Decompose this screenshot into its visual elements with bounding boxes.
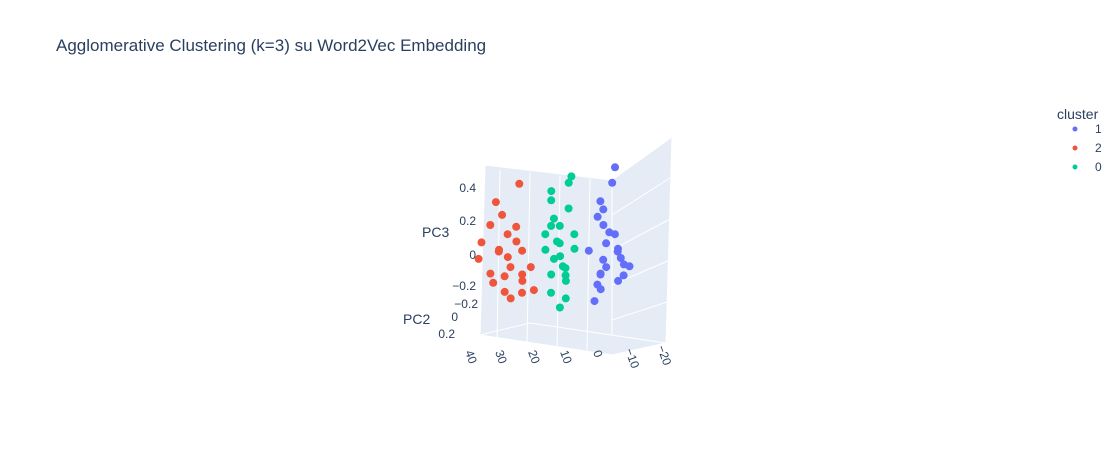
point-cluster-2[interactable] xyxy=(474,254,483,263)
point-cluster-2[interactable] xyxy=(526,263,535,272)
z-axis-title: PC3 xyxy=(422,224,449,240)
y-tick-label: −0.2 xyxy=(454,297,478,311)
point-cluster-1[interactable] xyxy=(625,262,634,271)
point-cluster-2[interactable] xyxy=(506,263,515,272)
point-cluster-2[interactable] xyxy=(518,288,526,297)
point-cluster-0[interactable] xyxy=(547,196,556,205)
point-cluster-0[interactable] xyxy=(570,244,579,253)
point-cluster-1[interactable] xyxy=(608,178,617,187)
x-tick-label: 40 xyxy=(462,348,480,366)
data-points[interactable] xyxy=(474,163,634,312)
x-tick-label: −10 xyxy=(622,346,642,370)
legend-marker xyxy=(1072,145,1078,151)
point-cluster-0[interactable] xyxy=(555,303,564,312)
point-cluster-0[interactable] xyxy=(541,230,550,239)
point-cluster-0[interactable] xyxy=(561,264,570,273)
legend-item-0[interactable]: 0 xyxy=(1095,160,1102,174)
floor-plane xyxy=(479,322,667,356)
x-tick-label: 10 xyxy=(557,348,575,366)
point-cluster-2[interactable] xyxy=(486,269,495,278)
scene-3d[interactable]: 0.40.20−0.2 −0.200.2 40 30 20 10 0 −10 −20 PC3… xyxy=(403,136,674,370)
y-axis-ticks: −0.20 0.2 xyxy=(438,297,478,341)
x-tick-label: −20 xyxy=(654,343,674,367)
chart-title: Agglomerative Clustering (k=3) su Word2V… xyxy=(56,36,486,55)
point-cluster-2[interactable] xyxy=(518,276,527,285)
point-cluster-2[interactable] xyxy=(503,253,512,262)
point-cluster-1[interactable] xyxy=(599,205,608,214)
point-cluster-0[interactable] xyxy=(547,270,556,279)
point-cluster-1[interactable] xyxy=(584,246,593,255)
point-cluster-1[interactable] xyxy=(599,221,608,229)
x-tick-label: 0 xyxy=(590,348,606,359)
y-axis-title: PC2 xyxy=(403,311,430,327)
point-cluster-0[interactable] xyxy=(541,245,550,254)
point-cluster-1[interactable] xyxy=(614,276,623,285)
point-cluster-1[interactable] xyxy=(613,247,622,256)
legend[interactable]: cluster 1 2 0 xyxy=(1057,106,1102,174)
point-cluster-2[interactable] xyxy=(477,238,486,247)
point-cluster-2[interactable] xyxy=(498,210,507,219)
point-cluster-0[interactable] xyxy=(547,221,556,230)
point-cluster-0[interactable] xyxy=(550,254,558,263)
point-cluster-2[interactable] xyxy=(512,237,521,246)
point-cluster-1[interactable] xyxy=(596,197,605,206)
point-cluster-2[interactable] xyxy=(503,230,512,239)
gridlines xyxy=(496,136,671,353)
legend-item-2[interactable]: 2 xyxy=(1095,141,1102,155)
point-cluster-2[interactable] xyxy=(491,198,500,207)
point-cluster-0[interactable] xyxy=(547,187,556,196)
point-cluster-0[interactable] xyxy=(553,237,561,246)
point-cluster-2[interactable] xyxy=(518,270,527,279)
z-axis-ticks: 0.4 0.2 0 −0.2 xyxy=(452,181,476,293)
point-cluster-2[interactable] xyxy=(518,246,527,255)
x-tick-label: 30 xyxy=(492,348,510,366)
point-cluster-0[interactable] xyxy=(549,214,558,223)
legend-title: cluster xyxy=(1057,106,1099,122)
point-cluster-1[interactable] xyxy=(599,255,608,264)
point-cluster-1[interactable] xyxy=(610,230,619,239)
point-cluster-2[interactable] xyxy=(515,179,524,188)
point-cluster-2[interactable] xyxy=(500,287,509,296)
y-tick-label: 0.2 xyxy=(438,327,455,341)
z-tick-label: 0 xyxy=(469,248,476,262)
point-cluster-1[interactable] xyxy=(602,239,611,248)
point-cluster-0[interactable] xyxy=(567,172,576,181)
point-cluster-0[interactable] xyxy=(556,252,565,261)
point-cluster-1[interactable] xyxy=(596,285,605,294)
point-cluster-2[interactable] xyxy=(486,221,495,229)
back-wall xyxy=(611,136,673,356)
point-cluster-0[interactable] xyxy=(555,221,564,230)
point-cluster-1[interactable] xyxy=(596,269,605,278)
point-cluster-0[interactable] xyxy=(570,230,579,239)
point-cluster-0[interactable] xyxy=(547,288,555,297)
point-cluster-0[interactable] xyxy=(564,204,573,213)
z-tick-label: 0.4 xyxy=(459,181,476,195)
point-cluster-2[interactable] xyxy=(512,222,521,231)
point-cluster-2[interactable] xyxy=(494,247,503,256)
point-cluster-0[interactable] xyxy=(564,178,573,187)
legend-item-1[interactable]: 1 xyxy=(1095,122,1102,136)
point-cluster-2[interactable] xyxy=(489,278,498,287)
point-cluster-0[interactable] xyxy=(561,271,570,280)
legend-marker xyxy=(1072,164,1078,170)
point-cluster-0[interactable] xyxy=(561,294,570,303)
point-cluster-2[interactable] xyxy=(506,294,515,303)
point-cluster-2[interactable] xyxy=(500,272,509,281)
z-tick-label: −0.2 xyxy=(452,279,476,293)
point-cluster-1[interactable] xyxy=(619,271,628,280)
y-tick-label: 0 xyxy=(451,310,458,324)
point-cluster-1[interactable] xyxy=(602,263,611,272)
point-cluster-2[interactable] xyxy=(529,286,538,295)
legend-marker xyxy=(1072,126,1078,132)
x-tick-label: 20 xyxy=(525,348,543,366)
point-cluster-1[interactable] xyxy=(611,163,619,172)
point-cluster-1[interactable] xyxy=(593,212,602,221)
point-cluster-1[interactable] xyxy=(616,254,625,262)
point-cluster-1[interactable] xyxy=(590,297,599,306)
x-axis-ticks: 40 30 20 10 0 −10 −20 xyxy=(462,343,674,370)
z-tick-label: 0.2 xyxy=(459,214,476,228)
